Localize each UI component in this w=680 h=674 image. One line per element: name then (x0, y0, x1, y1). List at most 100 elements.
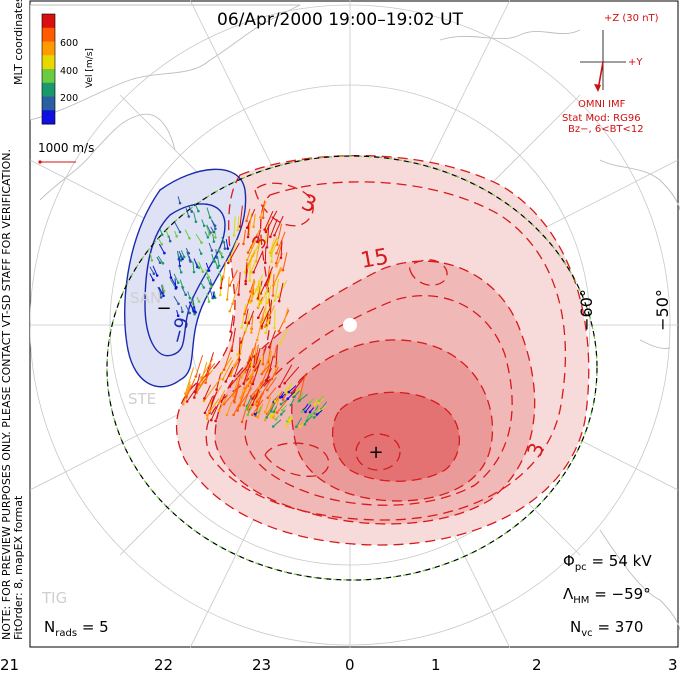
colorbar-label: Vel [m/s] (85, 48, 95, 88)
velocity-vector-origin (249, 290, 252, 293)
velocity-vector-origin (232, 395, 235, 398)
velocity-vector-origin (214, 419, 217, 423)
velocity-vector (174, 278, 177, 289)
velocity-vector-origin (259, 216, 262, 219)
velocity-vector (254, 346, 257, 360)
velocity-vector-origin (281, 398, 285, 402)
velocity-vector (198, 261, 204, 272)
velocity-vector-origin (279, 256, 283, 260)
velocity-vector-origin (264, 292, 268, 295)
velocity-vector-origin (176, 281, 180, 285)
velocity-vector (225, 366, 234, 382)
velocity-vector-origin (184, 392, 187, 395)
velocity-vector (188, 301, 195, 312)
velocity-vector (219, 277, 222, 296)
velocity-vector-origin (178, 201, 182, 205)
velocity-vector (247, 406, 253, 416)
velocity-vector-origin (207, 276, 211, 279)
velocity-vector (218, 389, 226, 404)
velocity-vector-origin (181, 257, 184, 261)
velocity-vector (216, 255, 220, 266)
nvc-symbol: N (570, 618, 582, 636)
velocity-vector-origin (244, 408, 248, 411)
velocity-vector-origin (278, 342, 282, 346)
velocity-vector (247, 222, 250, 238)
velocity-vector-origin (205, 414, 209, 417)
velocity-vector (250, 317, 254, 333)
mlt-tick-21: 21 (0, 656, 20, 674)
velocity-vector-origin (242, 382, 245, 385)
velocity-vector (184, 367, 195, 394)
velocity-vector-origin (193, 396, 196, 399)
velocity-vector (185, 208, 190, 217)
velocity-vector-origin (179, 271, 183, 274)
velocity-vector-origin (273, 234, 276, 237)
velocity-vector (173, 273, 179, 283)
velocity-vector (229, 366, 248, 387)
velocity-vector (261, 363, 271, 375)
velocity-vector-origin (237, 293, 240, 296)
pos-fill-level-5 (356, 434, 400, 470)
velocity-vector (245, 370, 255, 391)
velocity-vector-origin (281, 409, 284, 412)
velocity-vector-origin (188, 259, 192, 262)
velocity-vector-origin (209, 231, 212, 234)
lat-label-60: −60° (577, 289, 596, 331)
velocity-vector (209, 287, 214, 299)
imf-source: OMNI IMF (578, 99, 626, 110)
velocity-vector (208, 242, 213, 251)
velocity-vector-origin (229, 330, 232, 333)
velocity-vector-origin (266, 388, 269, 392)
velocity-vector-origin (244, 389, 247, 392)
velocity-vector-origin (150, 259, 154, 262)
velocity-vector-origin (226, 247, 230, 250)
pos-fill-level-4 (332, 392, 460, 482)
velocity-vector-origin (254, 288, 258, 292)
velocity-vector (245, 312, 250, 331)
velocity-vector-origin (252, 225, 255, 229)
velocity-vector (261, 307, 271, 327)
velocity-vector-origin (207, 300, 211, 303)
velocity-vector-origin (203, 397, 206, 400)
nrads-sub: rads (55, 628, 78, 639)
velocity-vector-origin (259, 301, 263, 305)
nvc-sub: vc (581, 628, 593, 639)
velocity-vector-origin (293, 395, 296, 399)
velocity-vector-origin (238, 404, 241, 407)
velocity-vector (264, 210, 274, 230)
velocity-vector (230, 314, 234, 332)
velocity-vector-origin (263, 325, 267, 329)
velocity-vector (182, 381, 191, 405)
velocity-vector-origin (152, 278, 155, 282)
velocity-vector-origin (192, 270, 196, 274)
velocity-vector (222, 260, 227, 278)
velocity-vector (294, 390, 300, 398)
velocity-vector-origin (289, 403, 293, 407)
velocity-vector (252, 389, 260, 405)
velocity-vector-origin (279, 413, 283, 416)
imf-model-1: Stat Mod: RG96 (562, 113, 641, 124)
velocity-vector (249, 261, 251, 281)
mlt-tick-0: 0 (345, 656, 355, 674)
velocity-vector-origin (285, 391, 288, 395)
velocity-vector (264, 305, 275, 327)
velocity-vector-origin (245, 226, 249, 230)
velocity-vector-origin (229, 374, 233, 378)
velocity-vector (267, 387, 277, 399)
velocity-vector-origin (184, 293, 187, 297)
velocity-vector (186, 251, 191, 261)
cpcp-stat: Φpc = 54 kV (563, 552, 652, 573)
mlt-tick-3: 3 (668, 656, 678, 674)
velocity-vector-origin (308, 401, 311, 405)
velocity-vector (256, 229, 261, 242)
velocity-vector-origin (286, 397, 290, 401)
velocity-vector-origin (255, 338, 259, 342)
velocity-vector-origin (240, 326, 243, 329)
velocity-vector-origin (188, 296, 192, 300)
velocity-vector (237, 216, 240, 231)
velocity-vector-origin (260, 372, 264, 376)
velocity-vector-origin (232, 234, 236, 237)
velocity-vector-origin (201, 270, 205, 274)
velocity-vector-origin (246, 413, 250, 417)
